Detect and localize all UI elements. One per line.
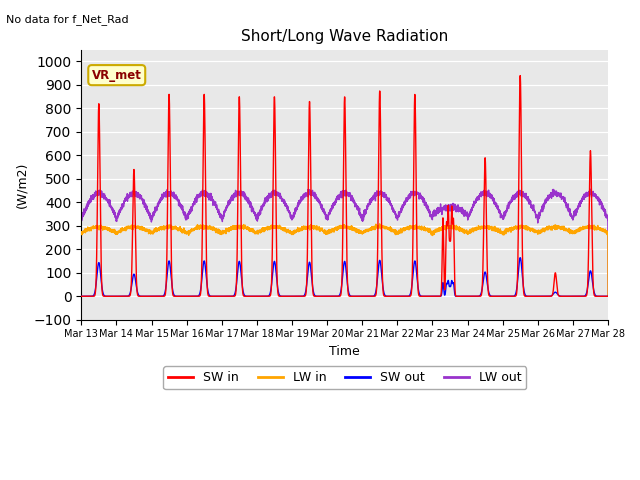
X-axis label: Time: Time — [329, 345, 360, 358]
Legend: SW in, LW in, SW out, LW out: SW in, LW in, SW out, LW out — [163, 366, 526, 389]
Text: VR_met: VR_met — [92, 69, 141, 82]
Y-axis label: (W/m2): (W/m2) — [15, 162, 28, 208]
Text: No data for f_Net_Rad: No data for f_Net_Rad — [6, 14, 129, 25]
Title: Short/Long Wave Radiation: Short/Long Wave Radiation — [241, 29, 448, 44]
